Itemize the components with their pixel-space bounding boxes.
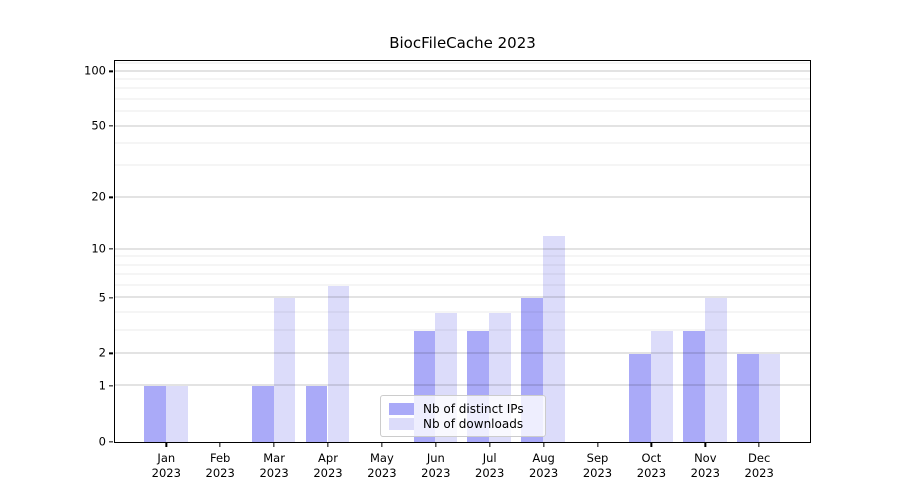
x-tick-mark-sep [596, 443, 599, 447]
legend-swatch-downloads [389, 417, 414, 430]
x-tick-mark-oct [650, 443, 653, 447]
legend-swatch-distinct-ips [389, 402, 414, 415]
x-tick-mark-aug [542, 443, 545, 447]
legend-label-downloads: Nb of downloads [423, 416, 524, 431]
x-tick-mark-nov [704, 443, 706, 447]
y-tick-mark-20 [109, 196, 113, 198]
gridline-y-6 [115, 284, 810, 286]
x-tick-mark-jan [165, 443, 167, 447]
legend-item-distinct-ips: Nb of distinct IPs [389, 401, 537, 416]
bar-downloads-dec [758, 353, 781, 442]
bar-distinct-ips-dec [736, 353, 759, 442]
y-tick-label-1: 1 [98, 378, 106, 393]
gridline-y-50 [115, 125, 810, 127]
gridline-y-40 [115, 142, 810, 144]
x-tick-mark-mar [273, 443, 275, 447]
x-tick-label-nov: Nov 2023 [690, 451, 720, 480]
bar-distinct-ips-mar [251, 386, 274, 442]
x-tick-mark-feb [219, 443, 221, 447]
gridline-y-4 [115, 311, 810, 313]
gridline-y-20 [115, 196, 810, 198]
x-tick-mark-apr [327, 443, 329, 447]
y-tick-mark-5 [109, 297, 113, 299]
gridline-y-10 [115, 248, 810, 250]
x-tick-label-feb: Feb 2023 [205, 451, 235, 480]
x-tick-label-dec: Dec 2023 [744, 451, 774, 480]
x-tick-label-jan: Jan 2023 [151, 451, 181, 480]
gridline-y-70 [115, 98, 810, 100]
x-tick-mark-jul [489, 443, 491, 447]
gridline-y-110 [115, 62, 810, 64]
bar-downloads-oct [650, 330, 673, 442]
legend: Nb of distinct IPs Nb of downloads [380, 395, 546, 437]
y-tick-label-50: 50 [91, 118, 106, 133]
y-tick-label-2: 2 [98, 345, 106, 360]
gridline-y-100 [115, 70, 810, 72]
bar-downloads-apr [327, 285, 350, 442]
y-tick-label-100: 100 [84, 63, 106, 78]
x-tick-mark-jun [435, 443, 437, 447]
bar-distinct-ips-nov [683, 330, 705, 442]
bar-distinct-ips-jan [144, 386, 166, 442]
y-tick-label-10: 10 [91, 241, 106, 256]
x-tick-label-mar: Mar 2023 [259, 451, 289, 480]
gridline-y-60 [115, 110, 810, 112]
gridline-y-3 [115, 329, 810, 331]
x-tick-label-sep: Sep 2023 [582, 451, 613, 480]
x-tick-mark-dec [758, 443, 760, 447]
gridline-y-2 [115, 352, 810, 354]
y-tick-label-5: 5 [98, 290, 106, 305]
legend-item-downloads: Nb of downloads [389, 416, 537, 431]
y-tick-mark-0 [109, 440, 113, 443]
gridline-y-5 [115, 296, 810, 298]
y-tick-mark-50 [109, 125, 113, 127]
x-tick-label-jul: Jul 2023 [475, 451, 505, 480]
bar-downloads-aug [543, 236, 565, 442]
x-tick-label-oct: Oct 2023 [636, 451, 667, 480]
y-tick-mark-100 [109, 70, 113, 72]
gridline-y-8 [115, 264, 810, 266]
legend-label-distinct-ips: Nb of distinct IPs [423, 401, 524, 416]
y-tick-label-20: 20 [91, 189, 106, 204]
bar-downloads-nov [704, 298, 727, 442]
x-tick-label-jun: Jun 2023 [421, 451, 451, 480]
bar-downloads-jan [165, 386, 188, 442]
gridline-y-30 [115, 164, 810, 166]
plot-area: Nb of distinct IPs Nb of downloads [114, 60, 811, 443]
y-tick-mark-10 [109, 248, 113, 250]
x-tick-label-may: May 2023 [367, 451, 397, 480]
x-tick-label-aug: Aug 2023 [528, 451, 559, 480]
y-tick-mark-2 [109, 352, 113, 354]
y-tick-label-0: 0 [98, 434, 106, 448]
gridline-y-9 [115, 255, 810, 257]
bar-distinct-ips-oct [629, 353, 651, 442]
gridline-y-80 [115, 87, 810, 89]
gridline-y-1 [115, 384, 810, 386]
gridline-y-90 [115, 78, 810, 80]
bar-distinct-ips-apr [305, 386, 328, 442]
x-tick-label-apr: Apr 2023 [313, 451, 343, 480]
gridline-y-7 [115, 273, 810, 275]
y-tick-mark-1 [109, 385, 113, 387]
bar-downloads-mar [273, 298, 296, 442]
chart-title: BiocFileCache 2023 [389, 34, 536, 52]
x-tick-mark-may [381, 443, 383, 447]
